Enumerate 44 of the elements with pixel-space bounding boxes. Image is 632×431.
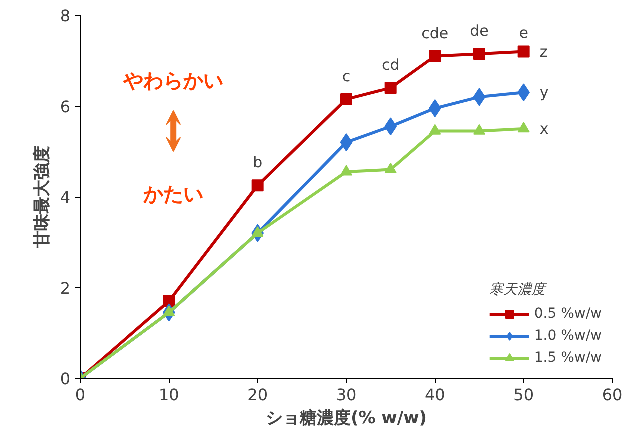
- x-tick-label: 30: [336, 386, 357, 404]
- point: [518, 46, 530, 58]
- annotation: e: [519, 24, 528, 42]
- x-tick-label: 20: [248, 386, 268, 404]
- annotation: c: [342, 67, 351, 86]
- y-tick-label: 0: [60, 370, 71, 388]
- legend-label: 0.5 %w/w: [534, 306, 602, 322]
- annotation: cd: [382, 56, 400, 74]
- legend-label: 1.0 %w/w: [534, 328, 602, 344]
- point: [252, 180, 264, 192]
- annotation: z: [540, 42, 548, 61]
- x-tick-label: 60: [602, 386, 623, 404]
- x-axis-title: ショ糖濃度(% w/w): [266, 408, 428, 428]
- point: [518, 122, 530, 133]
- y-tick-label: 2: [60, 278, 71, 298]
- point: [252, 226, 264, 237]
- annotation: やわらかい: [122, 68, 224, 93]
- point: [384, 82, 397, 94]
- annotation: cde: [422, 24, 449, 42]
- annotation: b: [253, 154, 263, 172]
- x-tick-label: 10: [158, 386, 180, 404]
- point: [474, 124, 486, 135]
- annotation: かたい: [142, 182, 204, 206]
- point: [429, 124, 442, 135]
- y-tick-label: 4: [60, 188, 71, 207]
- point: [163, 306, 176, 316]
- annotation: y: [540, 84, 549, 102]
- point: [340, 165, 352, 176]
- point: [429, 50, 442, 62]
- point: [473, 88, 486, 106]
- y-tick-label: 8: [60, 6, 71, 26]
- annotation: x: [540, 120, 549, 138]
- point: [340, 93, 352, 106]
- y-tick-label: 6: [60, 97, 71, 116]
- point: [384, 162, 397, 174]
- x-tick-label: 50: [514, 386, 534, 404]
- legend-title: 寒天濃度: [489, 281, 548, 299]
- point: [340, 134, 353, 152]
- x-tick-label: 40: [424, 386, 446, 404]
- point: [474, 48, 486, 60]
- legend-label: 1.5 %w/w: [534, 350, 602, 366]
- annotation: de: [470, 22, 489, 40]
- y-axis-title: 甘味最大強度: [32, 146, 52, 249]
- x-tick-label: 0: [75, 386, 86, 404]
